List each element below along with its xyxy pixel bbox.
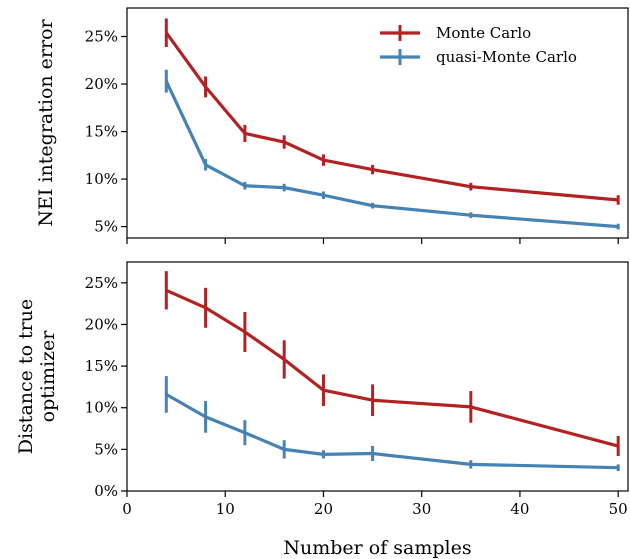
y-tick-label: 10% <box>85 170 118 188</box>
series-quasi-monte-carlo <box>164 376 620 472</box>
y-tick-label: 5% <box>94 218 118 236</box>
axes-frame <box>126 7 629 239</box>
axes-frame <box>126 261 629 492</box>
legend: Monte Carlo quasi-Monte Carlo <box>380 24 577 66</box>
x-tick-label: 10 <box>216 500 235 518</box>
series-line <box>165 288 619 448</box>
series-line <box>164 80 619 229</box>
top-panel: 5% 10% 15% 20% 25% NEI integration error Monte… <box>35 7 629 244</box>
y-tick-label: 25% <box>85 28 118 46</box>
x-tick-label: 0 <box>122 500 132 518</box>
y-tick-label: 15% <box>85 123 118 141</box>
x-tick-label: 50 <box>609 500 628 518</box>
series-quasi-monte-carlo <box>164 69 620 230</box>
y-axis-label: Distance to trueoptimizer <box>15 299 59 455</box>
y-tick-label: 20% <box>85 75 118 93</box>
legend-label: quasi-Monte Carlo <box>436 48 577 66</box>
y-tick-label: 25% <box>85 274 118 292</box>
x-axis-label: Number of samples <box>283 537 471 559</box>
x-tick-label: 30 <box>412 500 431 518</box>
series-line <box>164 31 619 202</box>
y-tick-label: 20% <box>85 315 118 333</box>
y-tick-label: 0% <box>94 482 118 500</box>
x-tick-label: 20 <box>314 500 333 518</box>
series-line <box>165 393 619 470</box>
bottom-panel: 0% 5% 10% 15% 20% 25% 0 10 20 30 40 50 Distance to t… <box>15 261 629 559</box>
series-monte-carlo <box>164 271 620 457</box>
series-monte-carlo <box>164 18 620 205</box>
x-tick-label: 40 <box>510 500 529 518</box>
y-axis-label: NEI integration error <box>35 19 57 227</box>
y-tick-label: 10% <box>85 399 118 417</box>
legend-label: Monte Carlo <box>436 24 531 42</box>
y-tick-label: 5% <box>94 440 118 458</box>
y-tick-label: 15% <box>85 357 118 375</box>
